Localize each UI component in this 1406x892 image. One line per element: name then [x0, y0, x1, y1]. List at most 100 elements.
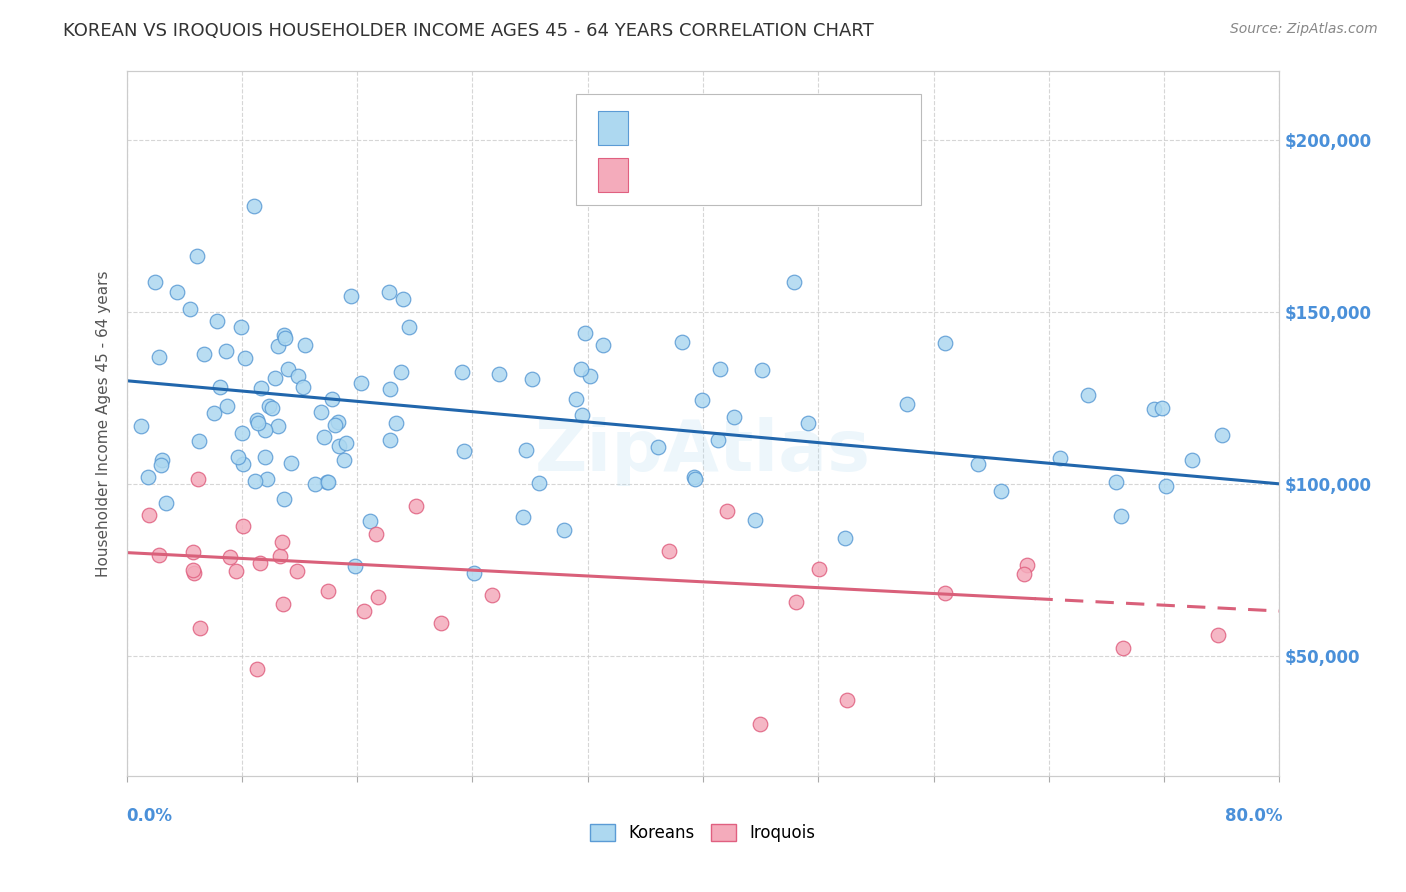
Point	[321, 392, 343, 406]
Point	[309, 405, 332, 419]
Point	[186, 249, 208, 263]
Point	[1111, 508, 1133, 523]
Point	[385, 416, 408, 430]
Point	[232, 519, 254, 533]
Point	[232, 457, 254, 471]
Point	[267, 419, 290, 434]
Point	[350, 376, 373, 390]
Point	[367, 590, 389, 604]
Point	[256, 472, 278, 486]
Point	[155, 496, 177, 510]
Point	[463, 566, 485, 580]
Text: -0.168: -0.168	[681, 169, 740, 187]
Point	[323, 418, 346, 433]
Point	[181, 545, 204, 559]
Point	[273, 328, 295, 343]
Point	[658, 544, 681, 558]
Point	[709, 361, 731, 376]
Point	[990, 484, 1012, 499]
Point	[359, 514, 381, 528]
Point	[389, 365, 412, 379]
Point	[316, 475, 339, 490]
Point	[253, 450, 276, 465]
Point	[1154, 479, 1177, 493]
Point	[647, 441, 669, 455]
Point	[246, 412, 269, 426]
Text: N =: N =	[769, 169, 806, 187]
Point	[273, 491, 295, 506]
Text: 34: 34	[804, 169, 834, 187]
Point	[1077, 387, 1099, 401]
Point	[188, 434, 211, 448]
Point	[707, 433, 730, 447]
Point	[270, 534, 292, 549]
Point	[316, 583, 339, 598]
Point	[398, 319, 420, 334]
Text: R =: R =	[643, 122, 679, 140]
Point	[1049, 451, 1071, 466]
Point	[683, 470, 706, 484]
Point	[671, 334, 693, 349]
Point	[378, 382, 401, 396]
Point	[378, 285, 401, 300]
Point	[578, 368, 600, 383]
Point	[1150, 401, 1173, 415]
Point	[187, 472, 209, 486]
Point	[294, 337, 316, 351]
Point	[183, 566, 205, 580]
Point	[316, 475, 339, 489]
Point	[340, 288, 363, 302]
Point	[243, 198, 266, 212]
Text: N =: N =	[769, 122, 806, 140]
Text: 107: 107	[804, 122, 839, 140]
Point	[335, 435, 357, 450]
Point	[179, 301, 201, 316]
Point	[326, 415, 349, 429]
Point	[405, 500, 427, 514]
Point	[219, 549, 242, 564]
Point	[451, 365, 474, 379]
Point	[1105, 475, 1128, 489]
Point	[793, 181, 815, 195]
Point	[287, 368, 309, 383]
Point	[304, 477, 326, 491]
Text: R =: R =	[643, 169, 679, 187]
Point	[314, 430, 336, 444]
Point	[246, 416, 269, 430]
Point	[253, 423, 276, 437]
Point	[188, 621, 211, 635]
Point	[785, 595, 807, 609]
Text: 0.0%: 0.0%	[127, 807, 173, 825]
Point	[1206, 628, 1229, 642]
Point	[1017, 558, 1039, 573]
Point	[273, 331, 295, 345]
Point	[797, 416, 820, 430]
Point	[430, 616, 453, 631]
Point	[231, 426, 253, 441]
Point	[267, 339, 290, 353]
Point	[208, 379, 231, 393]
Point	[378, 433, 401, 447]
Point	[723, 410, 745, 425]
Point	[226, 450, 249, 464]
Point	[934, 585, 956, 599]
Point	[214, 344, 236, 359]
Point	[260, 401, 283, 416]
Point	[481, 588, 503, 602]
Point	[808, 562, 831, 576]
Point	[553, 523, 575, 537]
Point	[181, 563, 204, 577]
Text: Source: ZipAtlas.com: Source: ZipAtlas.com	[1230, 22, 1378, 37]
Point	[353, 604, 375, 618]
Point	[571, 408, 593, 422]
Point	[145, 275, 167, 289]
Point	[193, 347, 215, 361]
Point	[512, 509, 534, 524]
Point	[527, 475, 550, 490]
Point	[285, 564, 308, 578]
Point	[231, 320, 253, 334]
Point	[690, 393, 713, 408]
Point	[204, 406, 226, 420]
Point	[967, 457, 990, 471]
Text: KOREAN VS IROQUOIS HOUSEHOLDER INCOME AGES 45 - 64 YEARS CORRELATION CHART: KOREAN VS IROQUOIS HOUSEHOLDER INCOME AG…	[63, 22, 875, 40]
